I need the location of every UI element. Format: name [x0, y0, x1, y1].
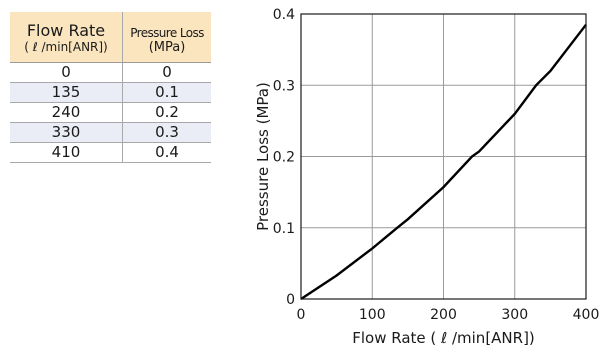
flow-cell: 330 — [10, 122, 123, 143]
chart-ticks: 0 100 200 300 400 0 0.1 0.2 0.3 0.4 — [273, 7, 600, 323]
table-row: 135 0.1 — [10, 82, 211, 103]
chart-grid — [301, 14, 586, 299]
loss-cell: 0.4 — [122, 142, 211, 163]
plot-frame — [300, 13, 587, 300]
x-tick-label: 300 — [501, 307, 528, 323]
loss-cell: 0 — [122, 62, 211, 83]
flow-cell: 240 — [10, 102, 123, 123]
x-axis-label: Flow Rate ( ℓ /min[ANR]) — [352, 329, 535, 347]
pressure-loss-curve — [300, 23, 587, 301]
table-row: 330 0.3 — [10, 122, 211, 143]
loss-cell: 0.3 — [122, 122, 211, 143]
flow-cell: 410 — [10, 142, 123, 163]
loss-cell: 0.1 — [122, 82, 211, 103]
y-axis-label: Pressure Loss (MPa) — [254, 82, 272, 231]
flow-rate-header: Flow Rate — [10, 12, 123, 40]
x-tick-label: 400 — [573, 307, 600, 323]
pressure-loss-header: Pressure Loss — [122, 12, 211, 40]
flow-rate-unit: ( ℓ /min[ANR]) — [10, 40, 123, 63]
loss-cell: 0.2 — [122, 102, 211, 123]
y-tick-label: 0.3 — [273, 78, 295, 94]
y-tick-label: 0.1 — [273, 221, 295, 237]
y-tick-label: 0 — [286, 292, 295, 308]
x-tick-label: 100 — [359, 307, 386, 323]
table-row: 0 0 — [10, 62, 211, 83]
table-row: 410 0.4 — [10, 142, 211, 163]
x-tick-label: 0 — [297, 307, 306, 323]
flow-cell: 0 — [10, 62, 123, 83]
pressure-loss-unit: (MPa) — [122, 40, 211, 63]
y-tick-label: 0.4 — [273, 7, 295, 23]
table-row: 240 0.2 — [10, 102, 211, 123]
flow-pressure-table: Flow Rate Pressure Loss ( ℓ /min[ANR]) (… — [10, 12, 211, 163]
flow-cell: 135 — [10, 82, 123, 103]
x-tick-label: 200 — [430, 307, 457, 323]
y-tick-label: 0.2 — [273, 150, 295, 166]
